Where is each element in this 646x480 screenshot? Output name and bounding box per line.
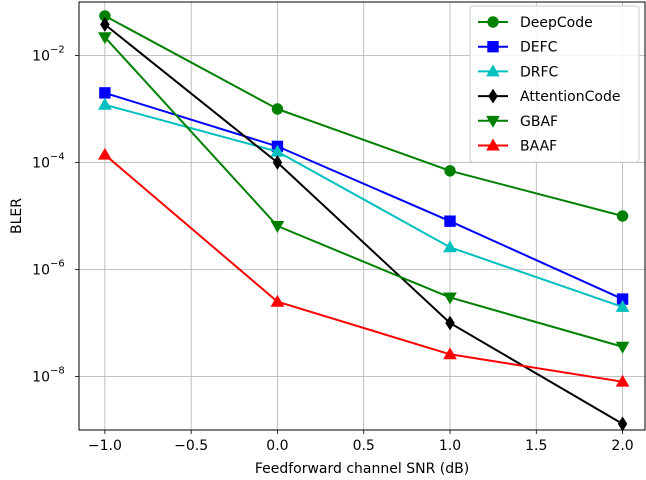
series-gbaf [98,32,630,354]
x-tick-label: 1.5 [525,438,547,454]
x-tick-label: −1.0 [88,438,122,454]
series-line [104,153,623,383]
series-line [104,23,624,425]
plot-area-frame [78,1,646,431]
y-tick-exponent: −8 [50,366,65,377]
data-point [98,32,112,45]
legend-item: DRFC [478,64,559,80]
data-point [443,240,457,253]
data-point [615,374,630,387]
y-tick-exponent: −6 [50,259,65,270]
y-tick-exponent: −2 [50,45,65,56]
data-point [615,299,630,312]
x-tick-label: 2.0 [611,438,633,454]
y-tick-base: 10 [32,49,50,65]
series-line [104,91,623,300]
legend-item: DeepCode [478,15,593,31]
legend-label: DEFC [520,40,558,56]
data-point [271,103,284,115]
legend-marker [486,64,500,77]
legend-box [469,5,640,163]
x-tick-label: 1.0 [439,438,461,454]
series-attentioncode [100,17,628,432]
series-line [104,15,623,217]
legend-label: GBAF [520,114,558,130]
data-point [443,292,457,305]
y-axis-label: BLER [9,198,25,234]
x-axis: −1.0 −0.5 0.0 0.5 1.0 1.5 2.0 [88,430,634,454]
data-point [272,155,283,170]
x-axis-label: Feedforward channel SNR (dB) [255,461,469,477]
legend-marker [488,88,498,104]
legend-label: BAAF [520,139,557,155]
legend-item: DEFC [478,40,558,56]
data-point [98,97,112,110]
data-point [99,87,111,99]
data-point [270,221,285,233]
data-point [443,347,457,360]
data-point [100,17,110,32]
series-drfc [98,97,630,312]
y-tick-label: 10 −6 [32,259,65,279]
y-tick-label: 10 −8 [32,366,65,386]
y-tick-base: 10 [32,370,50,386]
series-line [104,103,623,308]
legend-marker [486,115,500,128]
series-layer [98,10,630,432]
data-point [444,215,456,227]
legend: DeepCode DEFC DRFC AttentionCode GBAF BAAF [469,5,640,163]
legend-item: GBAF [478,114,558,130]
legend-label: DRFC [520,64,559,80]
y-tick-label: 10 −2 [32,45,65,65]
legend-item: AttentionCode [478,88,620,105]
legend-item: BAAF [478,139,557,155]
legend-marker [487,16,499,28]
legend-label: DeepCode [520,15,593,31]
series-line [104,36,623,348]
y-tick-base: 10 [32,263,50,279]
data-point [98,147,112,160]
y-tick-exponent: −4 [50,152,65,163]
data-point [616,210,629,222]
legend-marker [486,138,500,151]
x-tick-label: 0.5 [353,438,375,454]
series-deepcode [99,10,629,222]
data-point [615,341,630,354]
y-axis: 10−810−610−410−2 [32,45,79,386]
legend-label: AttentionCode [520,89,620,105]
legend-marker [487,41,499,53]
y-tick-label: 10 −4 [32,152,65,172]
data-point [445,315,455,331]
x-tick-label: −0.5 [174,438,208,454]
series-baaf [98,147,630,387]
x-tick-label: 0.0 [266,438,288,454]
data-point [270,294,285,307]
y-tick-base: 10 [32,156,50,172]
data-point [444,165,456,177]
